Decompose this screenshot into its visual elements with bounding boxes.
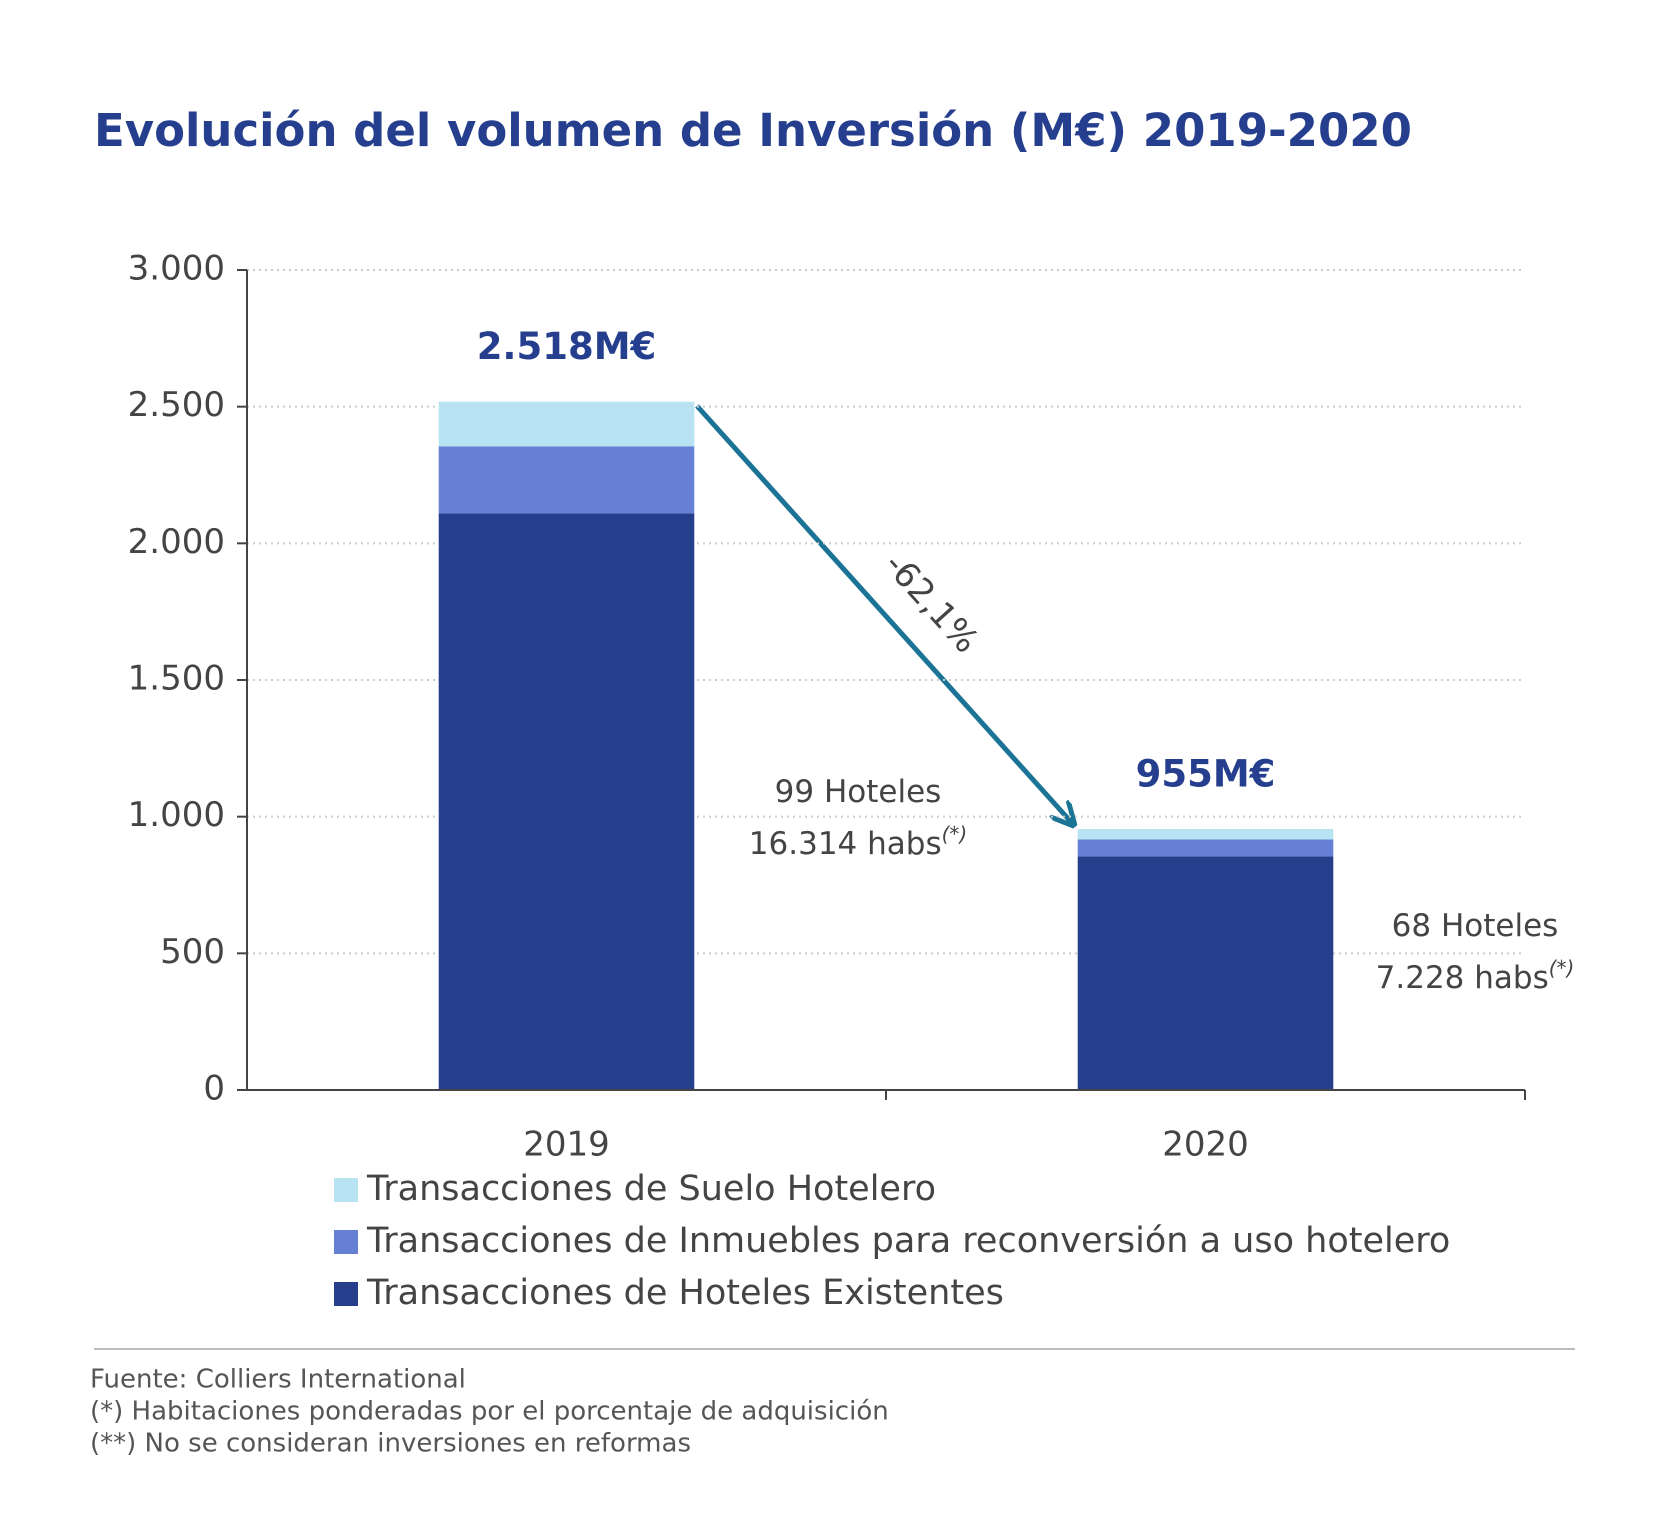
annotation-note: (*)	[1549, 956, 1575, 980]
annotation-text: 99 Hoteles	[775, 774, 942, 810]
footnote: (*) Habitaciones ponderadas por el porce…	[90, 1397, 889, 1427]
annotation: 7.228 habs(*)	[1376, 956, 1575, 996]
footnote: Fuente: Colliers International	[90, 1365, 466, 1395]
total-label: 2.518M€	[477, 325, 657, 368]
x-tick-label: 2020	[1162, 1125, 1249, 1165]
legend-label: Transacciones de Inmuebles para reconver…	[366, 1221, 1450, 1261]
y-tick-label: 3.000	[128, 249, 225, 289]
footnote: (**) No se consideran inversiones en ref…	[90, 1429, 691, 1459]
bar-segment	[438, 513, 695, 1090]
legend-label: Transacciones de Suelo Hotelero	[366, 1169, 936, 1209]
total-label: 955M€	[1136, 752, 1276, 795]
y-tick-label: 0	[203, 1069, 225, 1109]
annotation: 68 Hoteles	[1392, 908, 1559, 944]
change-arrow	[695, 404, 1072, 823]
annotation-text: 68 Hoteles	[1392, 908, 1559, 944]
bar-segment	[1077, 828, 1334, 840]
y-tick-label: 2.500	[128, 385, 225, 425]
bar-segment	[438, 446, 695, 514]
change-label: -62,1%	[876, 545, 986, 661]
y-tick-label: 2.000	[128, 522, 225, 562]
annotation-text: 16.314 habs	[749, 826, 942, 862]
legend-label: Transacciones de Hoteles Existentes	[366, 1273, 1004, 1313]
annotation: 99 Hoteles	[775, 774, 942, 810]
x-tick-label: 2019	[523, 1125, 610, 1165]
annotation-note: (*)	[942, 822, 968, 846]
legend-swatch	[334, 1282, 358, 1306]
legend-swatch	[334, 1178, 358, 1202]
y-tick-label: 1.000	[128, 795, 225, 835]
y-tick-label: 500	[160, 932, 225, 972]
legend-swatch	[334, 1230, 358, 1254]
bar-segment	[1077, 839, 1334, 857]
annotation-text: 7.228 habs	[1376, 960, 1549, 996]
bar-segment	[1077, 856, 1334, 1090]
annotation: 16.314 habs(*)	[749, 822, 967, 862]
chart-title: Evolución del volumen de Inversión (M€) …	[94, 104, 1412, 157]
y-tick-label: 1.500	[128, 659, 225, 699]
bar-segment	[438, 401, 695, 447]
